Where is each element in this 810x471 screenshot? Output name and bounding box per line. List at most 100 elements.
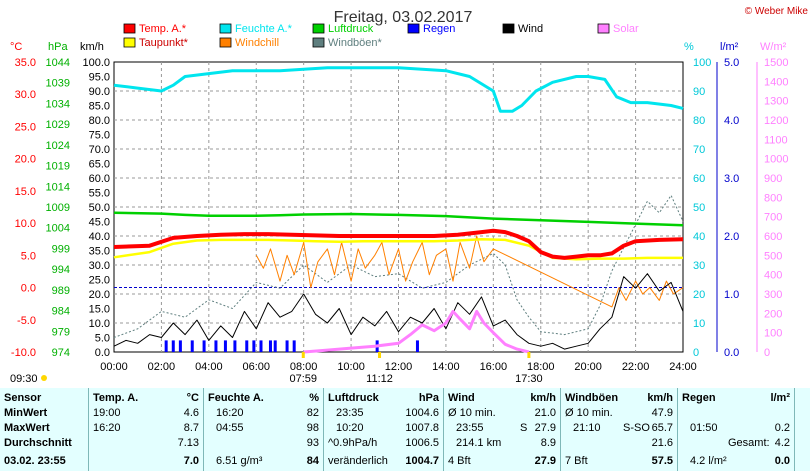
pressure-tick-label: 1014 [46,181,70,193]
rain-bar [202,340,206,352]
series-line-solar [303,309,530,354]
gust-avg-value: 21.6 [651,437,673,449]
solar-tick-label: 1300 [764,96,788,108]
hum-min-time: 16:20 [216,407,244,419]
left-time-marker: 09:30 [10,373,38,384]
temp-tick-label: 20.0 [15,154,36,166]
pressure-tick-label: 1039 [46,78,70,90]
time-tick-label: 22:00 [622,361,650,373]
pressure-column: Luftdruck hPa 23:35 1004.6 10:20 1007.8 ^0.… [324,388,443,471]
temp-column: Temp. A. °C 19:00 4.6 16:20 8.7 7.13 7.0 [89,388,203,471]
sensor-column: Sensor MinWert MaxWert Durchschnitt 03.0… [0,388,88,471]
press-header: Luftdruck [328,392,379,404]
wind-avg-value: 8.9 [540,437,556,449]
sun-dot [41,375,47,381]
rain-tick-label: 5.0 [724,57,739,69]
temp-tick-label: 15.0 [15,186,36,198]
wind-tick-label: 95.0 [89,72,110,84]
gust-current-value: 57.5 [651,455,673,467]
time-tick-label: 12:00 [385,361,413,373]
time-tick-label: 04:00 [195,361,223,373]
rain-bar [171,340,175,352]
chart-axes: 35.0 30.0 25.0 20.0 15.0 10.0 5.0 0.0 -5.0 -10.0 1… [10,41,788,373]
time-tick-label: 06:00 [242,361,270,373]
rain-bar [233,340,237,352]
legend-label: Luftdruck [328,23,374,35]
press-max-value: 1007.8 [405,422,439,434]
time-tick-label: 10:00 [337,361,365,373]
temp-tick-label: 10.0 [15,218,36,230]
humidity-tick-label: 90 [693,86,705,98]
copyright-label: © Weber Mike [745,6,809,17]
wind-run: 214.1 km [456,437,502,449]
series-line-feuchte-a [113,66,684,113]
legend-label: Regen [423,23,455,35]
solar-tick-label: 1000 [764,154,788,166]
noon-marker: 11:12 [366,373,393,384]
time-tick-label: 02:00 [148,361,176,373]
wind-tick-label: 85.0 [89,101,110,113]
humidity-tick-label: 70 [693,144,705,156]
solar-tick-label: 200 [764,308,782,320]
solar-tick-label: 500 [764,250,782,262]
press-forecast: veränderlich [328,455,388,467]
wind-tick-label: 90.0 [89,86,110,98]
wind-unit: km/h [530,392,556,404]
wind-tick-label: 65.0 [89,159,110,171]
solar-tick-label: 600 [764,231,782,243]
gust-max-time: 21:10 [573,422,601,434]
humidity-tick-label: 30 [693,260,705,272]
sun-markers: 09:30 07:59 11:12 17:30 [10,352,543,384]
wind-tick-label: 5.0 [95,333,110,345]
wind-tick-label: 75.0 [89,130,110,142]
temp-max-time: 16:20 [93,422,121,434]
humidity-tick-label: 10 [693,318,705,330]
hum-abs-value: 6.51 g/m³ [216,455,263,467]
temp-max-value: 8.7 [183,422,199,434]
rain-total-value: 4.2 [774,437,790,449]
rain-bar [190,340,194,352]
wind-tick-label: 20.0 [89,289,110,301]
pressure-tick-label: 999 [52,243,70,255]
humidity-tick-label: 0 [693,347,699,359]
wind-tick-label: 70.0 [89,144,110,156]
legend-label: Taupunkt* [139,37,189,49]
gust-max-dir: S-SO [623,422,650,434]
wind-tick-label: 35.0 [89,246,110,258]
legend-label: Temp. A.* [139,23,187,35]
pressure-tick-label: 1004 [46,223,70,235]
legend-swatch [219,37,232,48]
temp-tick-label: -10.0 [11,347,36,359]
time-tick-label: 20:00 [574,361,602,373]
temp-avg-value: 7.13 [177,437,199,449]
rain-bar [292,340,296,352]
current-label: 03.02. 23:55 [4,455,66,467]
rain-max-time: 01:50 [690,422,718,434]
hum-min-value: 82 [306,407,319,419]
rain-bar [223,340,227,352]
solar-tick-label: 700 [764,212,782,224]
rain-tick-label: 2.0 [724,231,739,243]
time-tick-label: 16:00 [480,361,508,373]
rain-bar [268,340,272,352]
humidity-tick-label: 60 [693,173,705,185]
legend-label: Windchill [235,37,279,49]
wind-tick-label: 100.0 [82,57,110,69]
pressure-tick-label: 984 [52,306,70,318]
wind-header: Wind [448,392,475,404]
rain-tick-label: 4.0 [724,115,739,127]
legend-swatch [502,23,515,34]
pressure-tick-label: 1029 [46,119,70,131]
gust-bft: 7 Bft [565,455,588,467]
legend-swatch [123,37,136,48]
sensor-header: Sensor [4,392,42,404]
temp-tick-label: -5.0 [17,315,36,327]
rain-column: Regen l/m² 01:50 0.2 Gesamt: 4.2 4.2 l/m² 0.… [678,388,794,471]
hum-max-time: 04:55 [216,422,244,434]
press-min-time: 23:35 [336,407,364,419]
axis-unit-label: % [684,41,694,53]
rain-bar [285,340,289,352]
min-label: MinWert [4,407,48,419]
pressure-tick-label: 1044 [46,57,70,69]
time-tick-label: 00:00 [100,361,128,373]
